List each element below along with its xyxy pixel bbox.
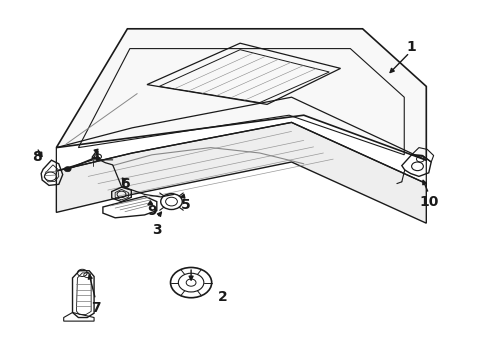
Polygon shape (56, 122, 426, 223)
Circle shape (64, 167, 71, 172)
Polygon shape (56, 29, 426, 160)
Text: 1: 1 (407, 40, 416, 54)
Text: 6: 6 (120, 177, 130, 190)
Text: 7: 7 (91, 301, 100, 315)
Text: 5: 5 (181, 198, 191, 212)
Text: 4: 4 (91, 150, 100, 163)
Text: 8: 8 (32, 150, 42, 163)
Text: 9: 9 (147, 204, 157, 217)
Text: 10: 10 (419, 195, 439, 208)
Text: 2: 2 (218, 290, 228, 304)
Text: 3: 3 (152, 224, 162, 237)
